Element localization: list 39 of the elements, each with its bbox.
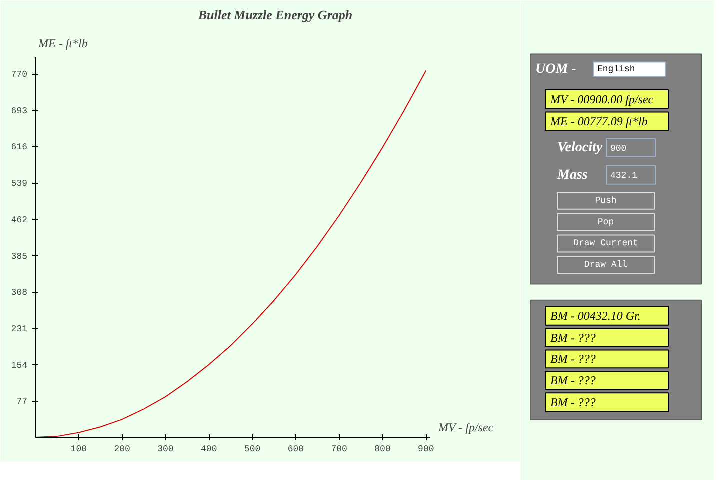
x-tick-label: 400 [201, 444, 218, 454]
text: BM - ??? [550, 395, 596, 410]
x-tick-label: 300 [158, 444, 174, 454]
y-tick-label: 308 [11, 288, 28, 298]
chart-title: Bullet Muzzle Energy Graph [197, 8, 353, 22]
y-tick-label: 385 [11, 252, 28, 262]
x-tick-label: 200 [114, 444, 130, 454]
x-axis-title: MV - fp/sec [438, 420, 494, 434]
x-tick-label: 800 [374, 444, 391, 454]
y-axis-title: ME - ft*lb [38, 36, 88, 50]
text: Draw All [584, 260, 628, 270]
text: Velocity [558, 140, 604, 156]
x-tick-label: 500 [244, 444, 261, 454]
y-tick-label: 231 [11, 324, 28, 334]
text: 900 [610, 144, 627, 154]
text: English [598, 64, 636, 74]
text: Pop [598, 217, 614, 228]
text: 432.1 [610, 171, 638, 182]
text: UOM - [536, 62, 577, 77]
y-tick-label: 693 [11, 106, 28, 116]
y-tick-label: 462 [11, 215, 28, 226]
y-tick-label: 539 [11, 179, 28, 190]
x-tick-label: 100 [70, 444, 88, 454]
text: ME - 00777.09 ft*lb [550, 114, 648, 129]
x-tick-label: 900 [418, 444, 434, 454]
y-tick-label: 616 [11, 142, 28, 153]
x-tick-label: 600 [288, 444, 304, 454]
x-tick-label: 700 [331, 444, 348, 454]
text: BM - ??? [550, 374, 596, 388]
text: BM - ??? [550, 352, 596, 366]
text: Mass [556, 168, 588, 184]
y-tick-label: 770 [11, 70, 28, 80]
text: BM - 00432.10 Gr. [550, 308, 641, 323]
y-tick-label: 77 [16, 397, 28, 408]
text: Draw Current [574, 238, 638, 249]
text: MV - 00900.00 fp/sec [550, 92, 654, 106]
y-tick-label: 154 [11, 360, 28, 371]
text: BM - ??? [550, 330, 596, 345]
text: Push [595, 196, 617, 206]
